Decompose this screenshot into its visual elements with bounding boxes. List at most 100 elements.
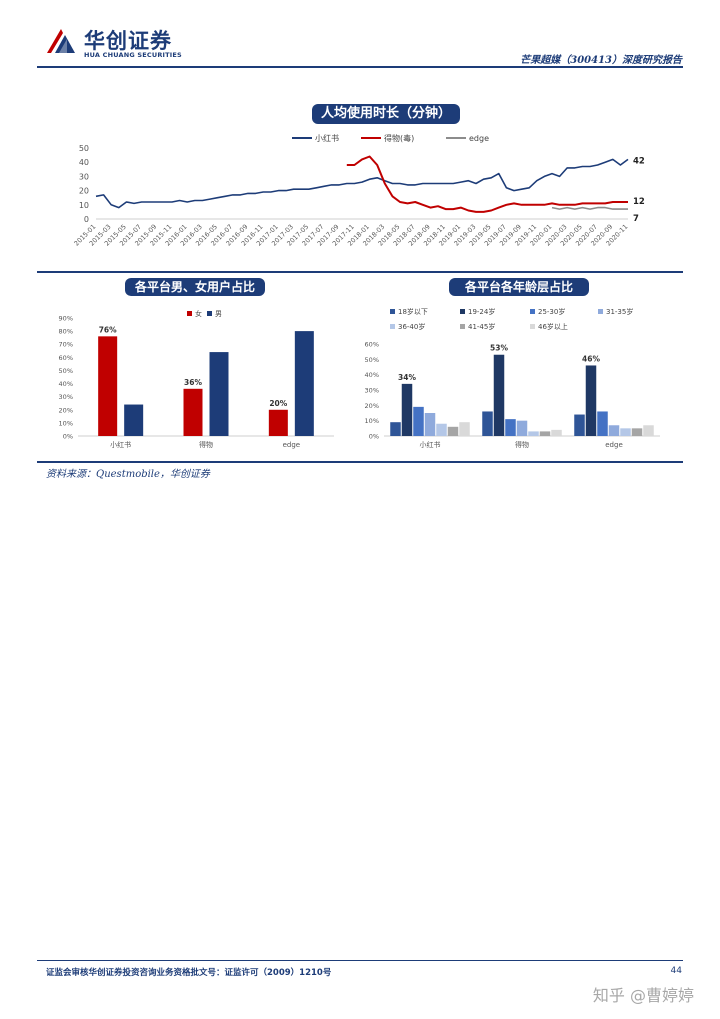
watermark: 知乎 @曹婷婷 (592, 986, 694, 1005)
bar-0-5 (447, 426, 459, 436)
y-tick-label: 50 (79, 144, 89, 153)
series-line-1 (346, 155, 628, 213)
y-tick-label: 10 (79, 201, 89, 210)
y-tick-label: 70% (59, 341, 73, 349)
legend-swatch-4 (390, 324, 395, 329)
report-title: 芒果超媒（300413）深度研究报告 (520, 55, 682, 66)
legend-label-2: 25-30岁 (538, 307, 565, 316)
bar-0-4 (436, 423, 447, 436)
y-tick-label: 40 (79, 158, 89, 167)
chart-title-gender: 各平台男、女用户占比 (125, 278, 265, 296)
logo-text: 华创证券 (84, 29, 172, 53)
y-tick-label: 40% (365, 371, 379, 379)
legend-label-3: 31-35岁 (606, 307, 633, 316)
bar-0-3 (424, 413, 436, 436)
legend-label-5: 41-45岁 (468, 322, 495, 331)
legend-swatch-3 (598, 309, 603, 314)
usage-line-chart: 小红书 得物(毒) edge010203040502015-012015-03201… (73, 133, 645, 248)
bar-0-6 (459, 422, 470, 436)
bar-2-2 (597, 411, 608, 436)
bar-2-1 (585, 365, 597, 436)
legend-label-6: 46岁以上 (538, 322, 568, 331)
legend-swatch-0 (187, 311, 192, 316)
legend-label-0: 18岁以下 (398, 307, 428, 316)
y-tick-label: 10% (59, 419, 73, 427)
bar-1-6 (551, 429, 562, 436)
bar-value-label: 76% (99, 325, 117, 334)
bar-1-5 (539, 431, 551, 436)
y-tick-label: 80% (59, 328, 73, 336)
y-tick-label: 30 (79, 172, 89, 181)
bar-2-5 (631, 428, 643, 436)
series-line-0 (95, 158, 629, 209)
section-rule-bottom (37, 461, 683, 463)
y-tick-label: 0 (84, 215, 89, 224)
bar-1-1 (209, 352, 229, 436)
legend-label-0: 小红书 (315, 133, 339, 143)
bar-1-2 (505, 419, 516, 436)
legend-swatch-0 (390, 309, 395, 314)
y-tick-label: 60% (365, 341, 379, 349)
bar-2-4 (620, 428, 631, 436)
legend-label-1: 得物(毒) (384, 133, 414, 143)
legend-label-4: 36-40岁 (398, 322, 425, 331)
bar-value-label: 46% (582, 354, 600, 363)
y-tick-label: 20 (79, 187, 89, 196)
legend-label-0: 女 (195, 309, 202, 318)
y-tick-label: 0% (369, 433, 379, 441)
age-bar-chart: 0% 10% 20% 30% 40% 50% 60% 34% 小红书 53% 得物 46% edge 18… (365, 307, 660, 449)
footer-rule (37, 960, 683, 961)
category-label: 小红书 (110, 440, 131, 449)
gender-bar-chart: 0% 10% 20% 30% 40% 50% 60% 70% 80% 90% 76% 小红书 36% 得物… (59, 309, 334, 449)
category-label: edge (283, 441, 301, 449)
legend-swatch-2 (530, 309, 535, 314)
bar-2-0 (268, 409, 288, 436)
y-tick-label: 40% (59, 380, 73, 388)
bar-1-3 (516, 420, 528, 436)
y-tick-label: 20% (365, 402, 379, 410)
chart-title-usage: 人均使用时长（分钟） (312, 104, 460, 124)
bar-value-label: 36% (184, 378, 202, 387)
bar-2-6 (643, 425, 654, 436)
y-tick-label: 50% (365, 356, 379, 364)
bar-1-0 (183, 388, 203, 436)
bar-0-0 (98, 336, 118, 436)
y-tick-label: 90% (59, 315, 73, 323)
legend-swatch-1 (207, 311, 212, 316)
chart-title-age: 各平台各年龄层占比 (449, 278, 589, 296)
legend-label-1: 19-24岁 (468, 307, 495, 316)
legend-swatch-1 (460, 309, 465, 314)
y-tick-label: 0% (63, 433, 73, 441)
series-end-label-1: 12 (633, 197, 645, 207)
bar-1-0 (482, 411, 493, 436)
y-tick-label: 30% (59, 393, 73, 401)
footer-license: 证监会审核华创证券投资咨询业务资格批文号：证监许可（2009）1210号 (46, 968, 332, 978)
series-end-label-0: 42 (633, 156, 645, 166)
bar-0-2 (413, 406, 424, 436)
bar-value-label: 53% (490, 344, 508, 353)
legend-label-1: 男 (215, 310, 222, 318)
series-line-2 (551, 206, 628, 210)
bar-1-1 (493, 354, 505, 436)
legend-label-2: edge (469, 134, 489, 143)
bar-0-0 (390, 422, 401, 436)
bar-2-1 (294, 331, 314, 436)
bar-0-1 (124, 404, 144, 436)
category-label: 得物 (199, 440, 213, 449)
bar-2-3 (608, 425, 620, 436)
header-rule (37, 66, 683, 68)
page-number: 44 (670, 966, 682, 976)
bar-0-1 (401, 383, 413, 436)
bar-value-label: 34% (398, 373, 416, 382)
logo-mark-icon (47, 29, 75, 53)
logo-subtext: HUA CHUANG SECURITIES (84, 51, 182, 59)
section-rule-top (37, 271, 683, 273)
category-label: 得物 (515, 440, 529, 449)
y-tick-label: 50% (59, 367, 73, 375)
category-label: 小红书 (420, 440, 441, 449)
series-end-label-2: 7 (633, 214, 639, 224)
bar-value-label: 20% (269, 399, 287, 408)
legend-swatch-6 (530, 324, 535, 329)
source-note: 资料来源：Questmobile，华创证券 (46, 469, 210, 480)
y-tick-label: 20% (59, 406, 73, 414)
